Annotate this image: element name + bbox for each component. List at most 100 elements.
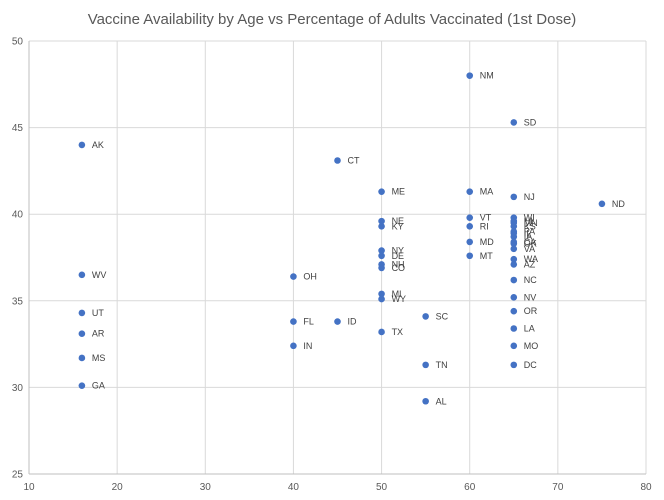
data-label-nh: NH [392, 259, 405, 269]
data-label-pa: PA [524, 227, 535, 237]
data-point-ny [378, 247, 385, 254]
data-label-va: VA [524, 244, 535, 254]
data-point-al [422, 397, 429, 405]
chart-title: Vaccine Availability by Age vs Percentag… [88, 11, 577, 28]
data-point-nm [466, 72, 474, 79]
data-label-id: ID [348, 317, 358, 327]
data-label-hi: HI [524, 216, 533, 226]
data-point-mo [510, 342, 518, 350]
data-label-al: AL [436, 396, 447, 406]
data-label-fl: FL [303, 317, 314, 327]
data-points [78, 72, 606, 405]
data-label-ut: UT [92, 308, 104, 318]
data-label-nj: NJ [524, 192, 535, 202]
y-tick-label: 45 [12, 123, 24, 134]
data-point-ut [78, 309, 86, 317]
data-label-vt: VT [480, 213, 492, 223]
data-label-nc: NC [524, 275, 537, 285]
x-tick-label: 60 [464, 482, 476, 493]
data-label-az: AZ [524, 259, 536, 269]
data-point-nc [510, 276, 518, 284]
data-label-wy: WY [392, 294, 407, 304]
data-label-il: IL [524, 228, 532, 238]
data-label-wi: WI [524, 213, 535, 223]
data-point-la [510, 325, 518, 332]
data-label-ga: GA [92, 381, 105, 391]
data-label-ca: CA [524, 237, 537, 247]
data-point-dc [510, 361, 518, 369]
data-point-ky [378, 223, 385, 230]
data-label-ne: NE [392, 216, 405, 226]
data-point-wv [78, 271, 86, 279]
data-point-ok [510, 240, 518, 247]
data-point-ks [510, 223, 518, 230]
data-label-in: IN [303, 341, 312, 351]
x-tick-label: 70 [552, 482, 564, 493]
data-label-nv: NV [524, 292, 537, 302]
x-tick-label: 30 [200, 482, 212, 493]
data-label-dc: DC [524, 360, 537, 370]
data-label-la: LA [524, 324, 535, 334]
data-point-nv [510, 294, 518, 301]
data-label-mi: MI [392, 289, 402, 299]
data-point-vt [466, 214, 474, 221]
data-point-nd [598, 200, 606, 208]
x-tick-label: 10 [23, 482, 35, 493]
x-tick-label: 80 [640, 482, 652, 493]
x-tick-label: 20 [112, 482, 124, 493]
data-label-mt: MT [480, 251, 493, 261]
data-label-de: DE [392, 251, 405, 261]
data-point-tx [378, 328, 385, 336]
data-label-co: CO [392, 263, 406, 273]
data-point-nj [510, 193, 518, 201]
data-point-az [510, 261, 518, 268]
data-label-wa: WA [524, 254, 538, 264]
data-point-ma [466, 188, 474, 195]
data-point-id [334, 318, 341, 325]
data-label-ar: AR [92, 329, 105, 339]
data-label-md: MD [480, 237, 494, 247]
x-tick-label: 50 [376, 482, 388, 493]
data-point-in [290, 342, 297, 350]
data-label-oh: OH [303, 272, 317, 282]
data-point-ak [78, 141, 86, 149]
data-label-ms: MS [92, 353, 106, 363]
data-point-wy [378, 295, 385, 303]
x-axis-ticks: 10 20 30 40 50 60 70 80 [23, 482, 652, 493]
data-label-ri: RI [480, 221, 489, 231]
data-point-ne [378, 217, 385, 225]
data-point-mt [466, 252, 474, 260]
data-point-fl [290, 318, 297, 325]
data-point-ia [510, 233, 518, 241]
data-point-me [378, 188, 385, 195]
data-point-ri [466, 223, 474, 230]
data-point-va [510, 245, 518, 253]
y-tick-label: 50 [12, 37, 24, 48]
data-label-mn: MN [524, 218, 538, 228]
data-point-co [378, 264, 385, 272]
data-label-ok: OK [524, 239, 537, 249]
data-label-ak: AK [92, 140, 104, 150]
data-point-sc [422, 313, 429, 320]
data-label-ks: KS [524, 221, 536, 231]
y-axis-ticks: 25 30 35 40 45 50 [12, 37, 24, 481]
data-label-tn: TN [436, 360, 448, 370]
data-label-nm: NM [480, 71, 494, 81]
data-point-or [510, 307, 518, 315]
data-label-ia: IA [524, 232, 533, 242]
data-point-ar [78, 330, 86, 338]
data-point-mi [378, 290, 385, 298]
axes [28, 41, 646, 475]
data-label-or: OR [524, 306, 538, 316]
data-point-sd [510, 119, 518, 126]
y-tick-label: 30 [12, 383, 24, 394]
y-tick-label: 35 [12, 296, 24, 307]
data-point-ms [78, 354, 86, 362]
data-label-wv: WV [92, 270, 107, 280]
data-label-ky: KY [392, 221, 404, 231]
data-label-sd: SD [524, 117, 537, 127]
data-point-ct [334, 157, 341, 164]
y-tick-label: 40 [12, 210, 24, 221]
data-label-ct: CT [348, 156, 360, 166]
data-label-sc: SC [436, 311, 449, 321]
